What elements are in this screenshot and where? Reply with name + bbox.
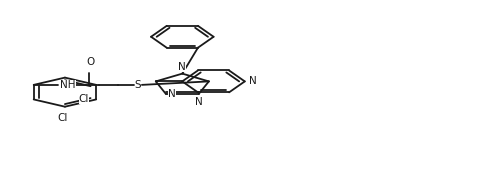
Text: N: N	[248, 76, 256, 86]
Text: N: N	[194, 97, 202, 107]
Text: Cl: Cl	[57, 113, 68, 123]
Text: N: N	[178, 62, 186, 72]
Text: S: S	[134, 80, 141, 90]
Text: NH: NH	[60, 80, 75, 90]
Text: Cl: Cl	[78, 94, 89, 104]
Text: N: N	[168, 89, 176, 99]
Text: O: O	[86, 57, 95, 68]
